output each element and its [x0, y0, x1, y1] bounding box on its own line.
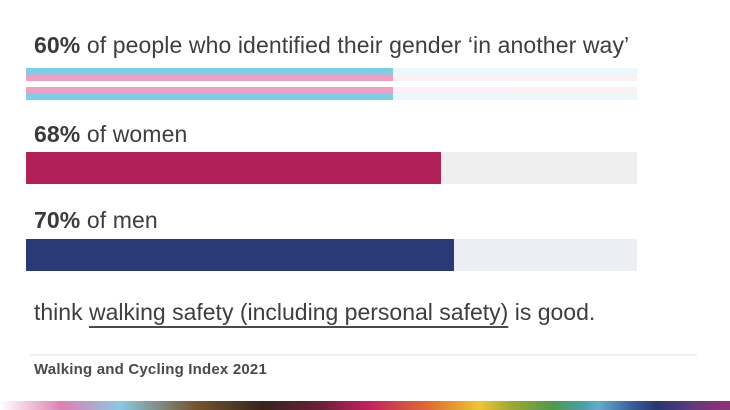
stat-text-another-way: of people who identified their gender ‘i…: [80, 32, 630, 58]
stat-label-another-way: 60% of people who identified their gende…: [34, 32, 629, 58]
pride-gradient-strip: [0, 401, 730, 410]
stat-label-women: 68% of women: [34, 121, 187, 147]
divider-line: [30, 354, 697, 356]
bar-track-women: [26, 152, 637, 184]
stat-percent-another-way: 60%: [34, 32, 81, 58]
bar-fill-men: [26, 239, 454, 271]
stat-text-men: of men: [80, 207, 158, 233]
stat-text-women: of women: [80, 121, 188, 147]
bar-track-men: [26, 239, 637, 271]
stat-label-men: 70% of men: [34, 207, 158, 233]
bar-track-another-way: [26, 68, 637, 100]
statement-text: think walking safety (including personal…: [34, 297, 595, 327]
source-text: Walking and Cycling Index 2021: [34, 361, 268, 378]
bar-fill-another-way: [26, 68, 393, 100]
statement-prefix: think: [34, 299, 89, 325]
statement-suffix: is good.: [508, 299, 596, 325]
stat-percent-women: 68%: [34, 121, 81, 147]
stat-percent-men: 70%: [34, 207, 81, 233]
bar-fill-women: [26, 152, 442, 184]
statement-underlined: walking safety (including personal safet…: [88, 299, 509, 325]
